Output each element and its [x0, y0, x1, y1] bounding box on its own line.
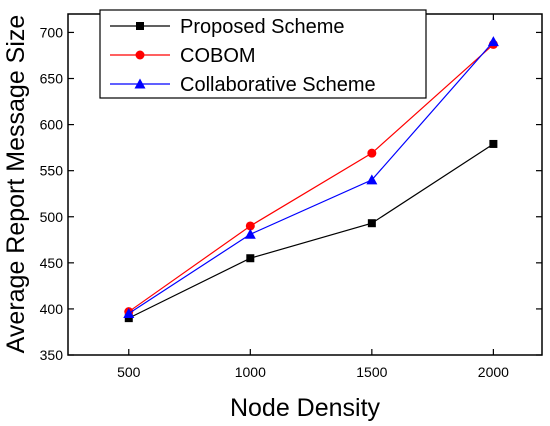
x-tick-label: 2000 — [478, 364, 509, 380]
y-tick-label: 700 — [40, 24, 64, 40]
y-axis-title: Average Report Message Size — [2, 15, 30, 354]
data-point-cobom — [245, 221, 255, 231]
y-axis: 350 400 450 500 550 600 650 700 — [40, 24, 542, 363]
y-tick-label: 650 — [40, 71, 64, 87]
legend-label-proposed-scheme: Proposed Scheme — [180, 16, 345, 38]
data-point-collaborative-scheme — [244, 228, 256, 239]
y-tick-label: 400 — [40, 301, 64, 317]
y-tick-label: 350 — [40, 347, 64, 363]
legend-marker-cobom — [135, 50, 145, 60]
y-tick-label: 600 — [40, 117, 64, 133]
series-layer — [123, 36, 499, 323]
legend-marker-proposed-scheme — [136, 22, 144, 30]
x-tick-label: 1500 — [356, 364, 387, 380]
data-point-collaborative-scheme — [123, 308, 135, 319]
x-axis: 500 1000 1500 2000 — [117, 14, 509, 380]
legend-marker-collaborative-scheme — [134, 78, 146, 89]
x-axis-title: Node Density — [230, 394, 381, 422]
x-tick-label: 500 — [117, 364, 141, 380]
y-tick-label: 500 — [40, 209, 64, 225]
series-line-cobom — [128, 43, 494, 313]
data-point-collaborative-scheme — [487, 36, 499, 47]
legend-label-collaborative-scheme: Collaborative Scheme — [180, 74, 376, 96]
legend-box — [99, 9, 427, 99]
legend-label-cobom: COBOM — [180, 45, 256, 67]
y-tick-label: 550 — [40, 163, 64, 179]
legend: Proposed Scheme COBOM Collaborative Scheme — [99, 9, 427, 99]
data-point-cobom — [367, 148, 377, 158]
data-point-proposed-scheme — [489, 139, 498, 148]
series-line-collaborative-scheme — [128, 41, 494, 315]
data-point-proposed-scheme — [246, 254, 255, 263]
y-tick-label: 450 — [40, 255, 64, 271]
series-line-proposed-scheme — [128, 143, 494, 319]
data-point-collaborative-scheme — [366, 174, 378, 185]
data-point-proposed-scheme — [124, 314, 133, 323]
x-tick-label: 1000 — [235, 364, 266, 380]
data-point-proposed-scheme — [367, 219, 376, 228]
